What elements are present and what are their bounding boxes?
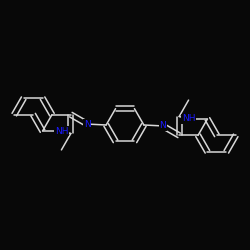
Text: N: N [159, 122, 166, 130]
Text: N: N [84, 120, 91, 128]
Text: NH: NH [182, 114, 195, 124]
Text: NH: NH [55, 126, 68, 136]
